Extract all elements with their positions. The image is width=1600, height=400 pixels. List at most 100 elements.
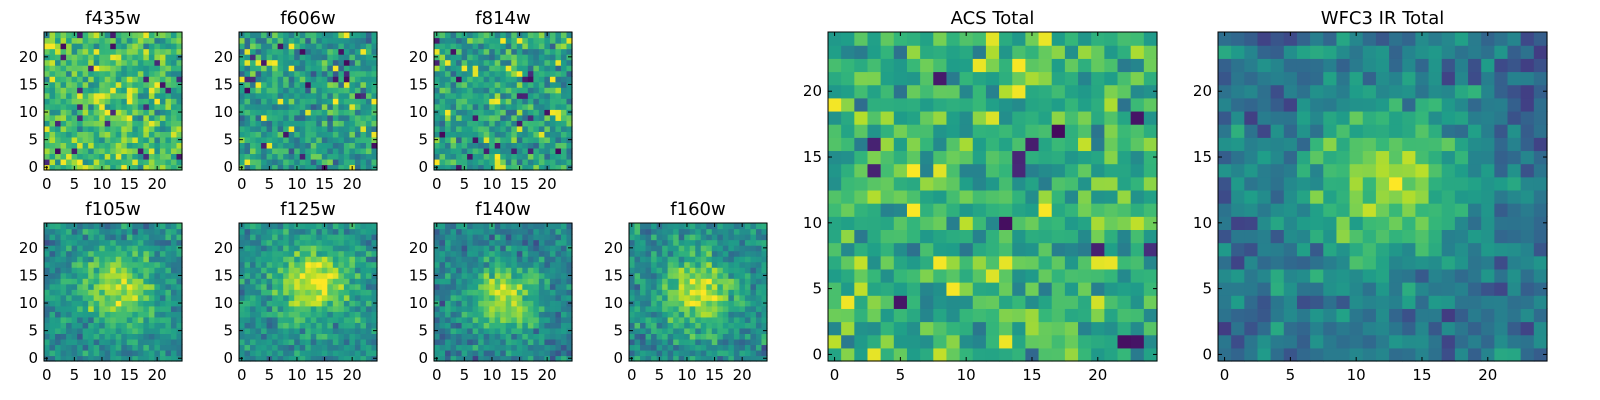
heatmap-cell <box>277 344 284 351</box>
heatmap-cell <box>472 142 479 149</box>
heatmap-cell <box>305 250 312 257</box>
heatmap-cell <box>555 256 562 263</box>
heatmap-cell <box>71 92 78 99</box>
heatmap-cell <box>472 125 479 132</box>
heatmap-cell <box>450 114 457 121</box>
heatmap-cell <box>1104 229 1119 244</box>
heatmap-cell <box>700 322 707 329</box>
heatmap-cell <box>841 308 855 323</box>
heatmap-cell <box>170 256 178 263</box>
heatmap-cell <box>544 272 551 279</box>
heatmap-cell <box>522 147 529 155</box>
heatmap-cell <box>450 103 457 110</box>
heatmap-cell <box>516 234 523 241</box>
heatmap-cell <box>354 327 362 334</box>
heatmap-cell <box>272 76 279 83</box>
heatmap-cell <box>634 239 641 246</box>
heatmap-cell <box>483 322 490 329</box>
heatmap-cell <box>560 245 568 252</box>
heatmap-cell <box>549 289 557 296</box>
heatmap-cell <box>560 65 568 72</box>
heatmap-cell <box>467 239 474 246</box>
heatmap-cell <box>511 234 518 241</box>
heatmap-cell <box>288 278 295 285</box>
heatmap-cell <box>266 120 273 127</box>
heatmap-cell <box>143 164 150 171</box>
heatmap-cell <box>461 54 468 61</box>
heatmap-cell <box>305 338 312 346</box>
heatmap-cell <box>450 327 457 334</box>
heatmap-cell <box>920 268 934 283</box>
heatmap-cell <box>88 54 95 61</box>
heatmap-cell <box>66 54 73 61</box>
heatmap-cell <box>170 283 178 290</box>
heatmap-cell <box>255 48 262 55</box>
heatmap-cell <box>566 289 573 296</box>
heatmap-cell <box>434 267 441 274</box>
heatmap-cell <box>999 189 1013 204</box>
heatmap-cell <box>239 92 246 99</box>
heatmap-cell <box>250 125 257 132</box>
heatmap-cell <box>566 103 573 110</box>
heatmap-cell <box>634 223 641 230</box>
heatmap-cell <box>717 300 724 307</box>
heatmap-cell <box>316 333 323 340</box>
heatmap-cell <box>549 131 557 138</box>
heatmap-cell <box>137 65 144 72</box>
heatmap-cell <box>327 289 334 296</box>
heatmap-cell <box>560 120 568 127</box>
heatmap-cell <box>154 294 161 301</box>
heatmap-cell <box>299 92 306 99</box>
heatmap-cell <box>522 109 529 116</box>
heatmap-cell <box>316 322 323 329</box>
heatmap-cell <box>684 344 691 351</box>
heatmap-cell <box>511 76 518 83</box>
heatmap-cell <box>354 338 362 346</box>
heatmap-cell <box>695 344 702 351</box>
heatmap-cell <box>137 261 144 268</box>
heatmap-cell <box>867 189 882 204</box>
heatmap-cell <box>985 229 1000 244</box>
heatmap-cell <box>349 153 356 160</box>
heatmap-cell <box>66 37 73 44</box>
heatmap-cell <box>49 267 56 274</box>
heatmap-cell <box>434 256 441 263</box>
heatmap-cell <box>261 234 268 241</box>
heatmap-cell <box>99 256 106 263</box>
heatmap-cell <box>640 223 647 230</box>
heatmap-cell <box>82 120 89 127</box>
heatmap-cell <box>959 268 974 283</box>
heatmap-cell <box>538 283 545 290</box>
heatmap-cell <box>461 327 468 334</box>
heatmap-cell <box>511 37 518 44</box>
heatmap-cell <box>667 355 674 362</box>
heatmap-cell <box>66 333 73 340</box>
heatmap-cell <box>277 223 284 230</box>
heatmap-cell <box>250 327 257 334</box>
heatmap-cell <box>728 322 735 329</box>
heatmap-cell <box>867 268 882 283</box>
heatmap-cell <box>354 32 362 39</box>
heatmap-cell <box>678 278 685 285</box>
heatmap-cell <box>110 54 117 61</box>
heatmap-cell <box>629 294 636 301</box>
heatmap-cell <box>533 278 540 285</box>
heatmap-cell <box>999 282 1013 296</box>
heatmap-cell <box>867 216 882 230</box>
heatmap-cell <box>299 81 306 88</box>
heatmap-cell <box>93 327 100 334</box>
heatmap-cell <box>294 147 301 155</box>
heatmap-cell <box>461 278 468 285</box>
heatmap-cell <box>999 242 1013 257</box>
heatmap-cell <box>695 294 702 301</box>
heatmap-cell <box>239 76 246 83</box>
heatmap-cell <box>354 250 362 257</box>
heatmap-cell <box>250 245 257 252</box>
heatmap-cell <box>310 305 317 312</box>
heatmap-cell <box>316 114 323 121</box>
heatmap-cell <box>338 125 345 132</box>
heatmap-cell <box>321 316 328 323</box>
heatmap-cell <box>555 48 562 55</box>
